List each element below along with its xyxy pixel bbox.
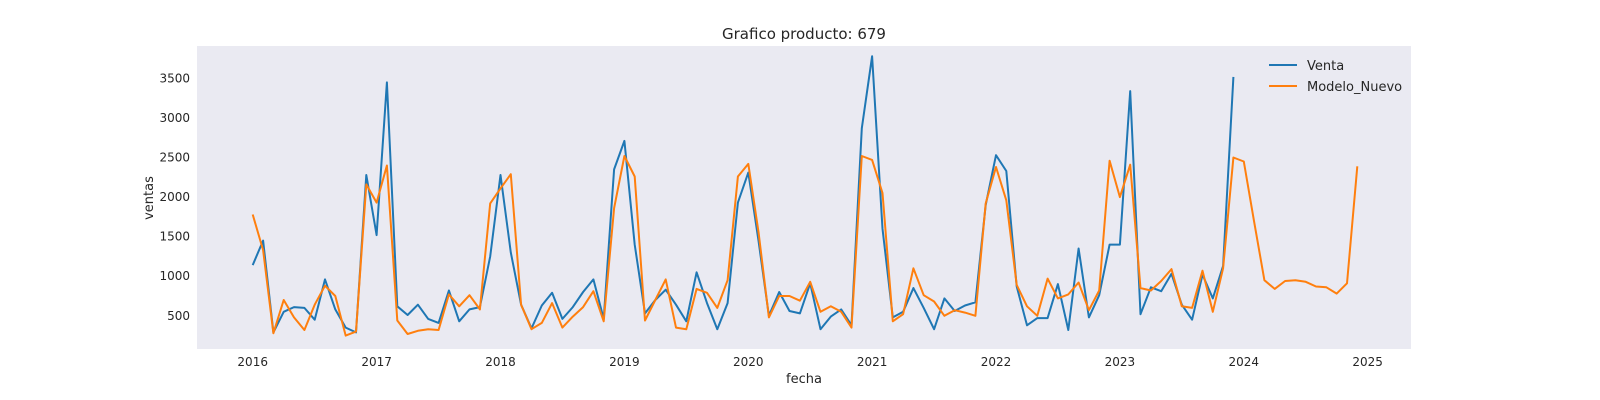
x-tick-label: 2021	[857, 355, 888, 369]
x-tick-label: 2018	[485, 355, 516, 369]
x-tick-label: 2022	[981, 355, 1012, 369]
legend-label-modelo-nuevo: Modelo_Nuevo	[1307, 80, 1402, 95]
series-line-venta	[251, 55, 1235, 334]
x-tick-label: 2019	[609, 355, 640, 369]
y-tick-label: 500	[167, 309, 190, 323]
x-tick-label: 2025	[1352, 355, 1383, 369]
y-tick-label: 2500	[159, 151, 190, 165]
legend: Venta Modelo_Nuevo	[1269, 59, 1402, 95]
legend-label-venta: Venta	[1307, 59, 1344, 74]
y-tick-label: 1000	[159, 269, 190, 283]
y-tick-label: 3500	[159, 71, 190, 85]
y-tick-label: 2000	[159, 190, 190, 204]
chart-title: Grafico producto: 679	[722, 25, 886, 43]
x-axis-label: fecha	[786, 372, 822, 387]
x-tick-label: 2024	[1229, 355, 1260, 369]
y-axis-label: ventas	[142, 176, 157, 220]
x-tick-label: 2017	[361, 355, 392, 369]
tick-layer: 2016 2017 2018 2019 2020 2021 2022 2023 2024 2025…	[159, 71, 1382, 369]
series-layer	[251, 55, 1359, 337]
series-line-modelo-nuevo	[251, 155, 1359, 337]
y-tick-label: 3000	[159, 111, 190, 125]
x-tick-label: 2020	[733, 355, 764, 369]
x-tick-label: 2016	[237, 355, 268, 369]
x-tick-label: 2023	[1105, 355, 1136, 369]
y-tick-label: 1500	[159, 230, 190, 244]
